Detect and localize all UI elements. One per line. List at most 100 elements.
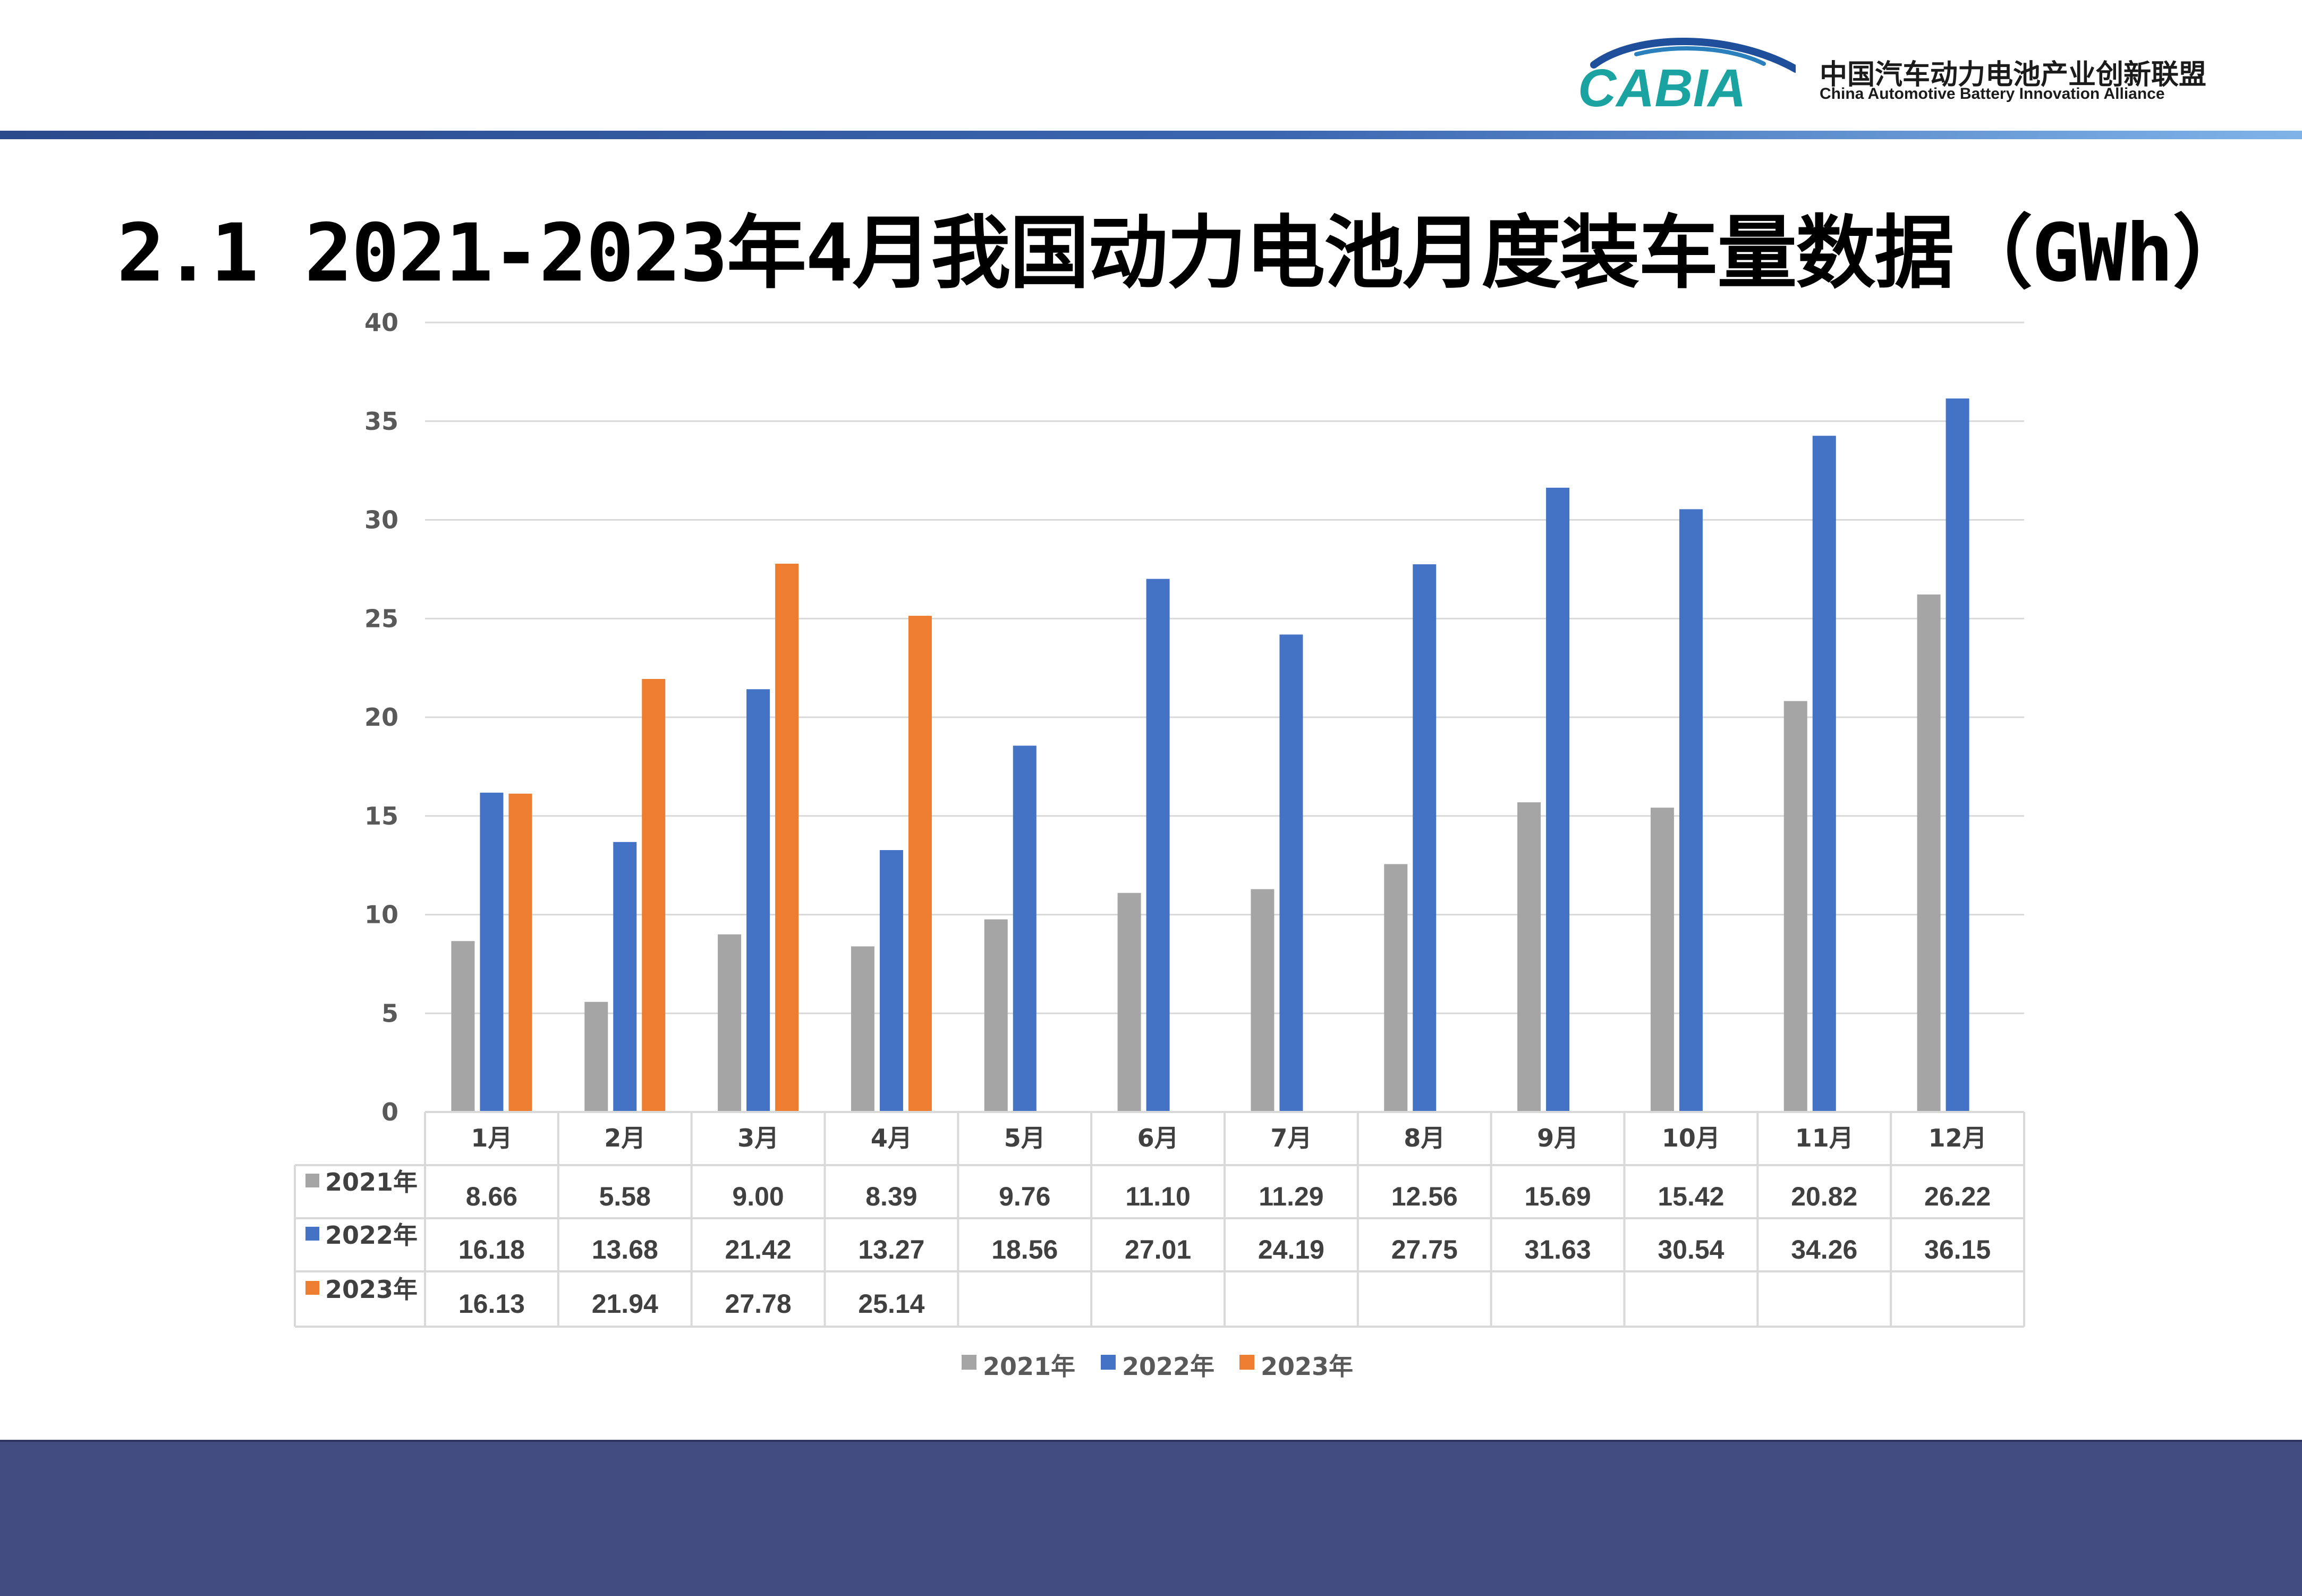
y-tick-label: 30 [364, 506, 398, 534]
table-cell: 21.42 [725, 1235, 792, 1264]
bar-2021年-7月 [1251, 889, 1275, 1112]
x-category-label: 8月 [1404, 1124, 1445, 1152]
bar-2022年-12月 [1946, 398, 1969, 1112]
table-cell: 15.42 [1658, 1182, 1724, 1211]
bar-2021年-9月 [1517, 802, 1541, 1112]
bar-2021年-12月 [1917, 594, 1941, 1112]
table-cell: 30.54 [1658, 1235, 1724, 1264]
cabia-logo: CABIA [1578, 37, 1796, 113]
table-cell: 11.10 [1125, 1182, 1190, 1211]
bar-2021年-4月 [851, 946, 874, 1112]
legend-label: 2021年 [983, 1352, 1075, 1381]
x-category-label: 4月 [871, 1124, 912, 1152]
table-cell: 9.00 [732, 1182, 784, 1211]
table-row-label: 2023年 [325, 1275, 418, 1304]
table-cell: 20.82 [1791, 1182, 1857, 1211]
bar-2022年-2月 [613, 842, 637, 1112]
table-cell: 27.75 [1391, 1235, 1458, 1264]
table-row-label: 2022年 [325, 1221, 418, 1250]
table-cell: 34.26 [1791, 1235, 1857, 1264]
bar-2022年-8月 [1413, 564, 1437, 1112]
bar-2023年-2月 [642, 678, 666, 1112]
bar-2021年-6月 [1117, 893, 1141, 1112]
x-category-label: 1月 [471, 1124, 512, 1152]
table-cell: 16.18 [458, 1235, 525, 1264]
table-row-label: 2021年 [325, 1168, 418, 1196]
table-cell: 5.58 [599, 1182, 651, 1211]
logo-lettering: CABIA [1578, 58, 1746, 113]
x-category-label: 12月 [1929, 1124, 1987, 1152]
x-category-label: 6月 [1137, 1124, 1179, 1152]
table-cell: 11.29 [1259, 1182, 1323, 1211]
table-cell: 21.94 [592, 1289, 658, 1319]
y-tick-label: 35 [364, 407, 398, 436]
table-legend-key [305, 1281, 319, 1295]
legend: 2021年 2022年 2023年 [962, 1352, 1353, 1381]
bar-2021年-10月 [1650, 808, 1674, 1112]
x-category-label: 3月 [737, 1124, 779, 1152]
y-tick-label: 40 [364, 308, 398, 337]
legend-key [1101, 1355, 1116, 1370]
legend-key [1239, 1355, 1254, 1370]
table-cell: 9.76 [999, 1182, 1050, 1211]
bar-2022年-6月 [1146, 579, 1170, 1112]
bar-2022年-10月 [1679, 509, 1703, 1113]
table-cell: 18.56 [991, 1235, 1058, 1264]
y-tick-label: 25 [364, 604, 398, 633]
y-tick-label: 15 [364, 802, 398, 830]
legend-label: 2022年 [1122, 1352, 1214, 1381]
bar-2022年-5月 [1013, 745, 1037, 1112]
table-cell: 8.66 [466, 1182, 517, 1211]
table-cell: 25.14 [858, 1289, 924, 1319]
bar-2022年-4月 [879, 850, 903, 1112]
bar-2021年-1月 [451, 941, 475, 1112]
org-name-en: China Automotive Battery Innovation Alli… [1820, 85, 2165, 103]
legend-key [962, 1355, 976, 1370]
table-cell: 36.15 [1924, 1235, 1991, 1264]
table-cell: 12.56 [1391, 1182, 1458, 1211]
x-category-label: 10月 [1662, 1124, 1720, 1152]
table-cell: 26.22 [1924, 1182, 1991, 1211]
table-legend-key [305, 1174, 319, 1187]
bar-2022年-11月 [1812, 436, 1836, 1113]
bar-2021年-8月 [1384, 864, 1408, 1112]
bar-2023年-3月 [775, 563, 799, 1112]
table-cell: 31.63 [1525, 1235, 1591, 1264]
bar-2022年-7月 [1279, 634, 1303, 1112]
table-cell: 13.68 [592, 1235, 658, 1264]
bar-chart: 0 5 10 15 20 25 30 35 40 1月 2月 3月 4月 5月 6月 7月 8月 9月 10月 11… [294, 308, 2025, 1381]
y-tick-label: 20 [364, 703, 398, 732]
bar-2021年-5月 [984, 919, 1008, 1112]
header-divider-line [0, 131, 2302, 139]
y-tick-label: 0 [381, 1098, 398, 1126]
table-cell: 8.39 [865, 1182, 917, 1211]
x-category-label: 7月 [1270, 1124, 1312, 1152]
bar-2023年-1月 [508, 793, 532, 1112]
y-tick-label: 5 [381, 999, 398, 1028]
x-category-label: 11月 [1795, 1124, 1854, 1152]
table-cell: 16.13 [458, 1289, 525, 1319]
org-name-cn: 中国汽车动力电池产业创新联盟 [1820, 59, 2207, 91]
x-category-label: 2月 [604, 1124, 645, 1152]
table-cell: 24.19 [1258, 1235, 1324, 1264]
table-cell: 13.27 [858, 1235, 924, 1264]
data-table: 1月 2月 3月 4月 5月 6月 7月 8月 9月 10月 11月 12月 2021年 8.66 5.58… [294, 1111, 2025, 1328]
bar-2022年-3月 [746, 689, 770, 1112]
table-cell: 15.69 [1525, 1182, 1591, 1211]
bars [451, 398, 1969, 1113]
x-category-label: 5月 [1004, 1124, 1046, 1152]
table-cell: 27.01 [1125, 1235, 1191, 1264]
y-tick-label: 10 [364, 901, 398, 929]
bar-2021年-3月 [718, 934, 742, 1112]
footer-band [0, 1440, 2302, 1596]
table-legend-key [305, 1227, 319, 1241]
table-cell: 27.78 [725, 1289, 792, 1319]
legend-label: 2023年 [1261, 1352, 1353, 1381]
page-title: 2.1 2021-2023年4月我国动力电池月度装车量数据（GWh） [117, 207, 2252, 300]
gridlines: 0 5 10 15 20 25 30 35 40 [364, 308, 2024, 1126]
bar-2022年-9月 [1546, 487, 1570, 1112]
bar-2023年-4月 [908, 616, 932, 1112]
bar-2021年-11月 [1783, 701, 1807, 1112]
x-category-label: 9月 [1537, 1124, 1578, 1152]
bar-2021年-2月 [584, 1001, 608, 1112]
